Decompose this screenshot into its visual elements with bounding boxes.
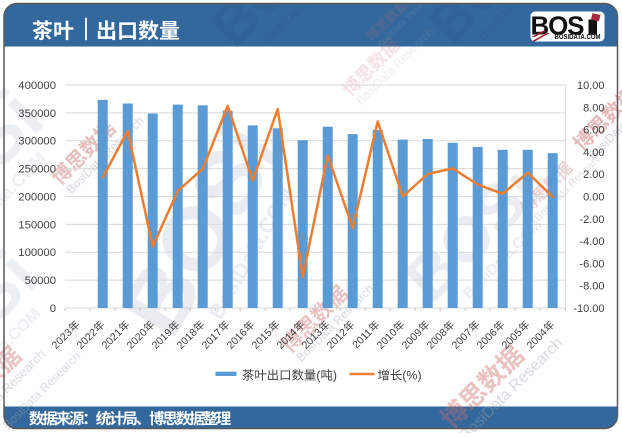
svg-text:0.00: 0.00: [583, 192, 604, 204]
svg-text:-6.00: -6.00: [579, 258, 604, 270]
svg-text:150000: 150000: [18, 219, 56, 231]
svg-text:2.00: 2.00: [583, 169, 604, 181]
svg-text:): ): [333, 369, 337, 383]
svg-text:100000: 100000: [18, 247, 56, 259]
svg-text:-2.00: -2.00: [579, 214, 604, 226]
svg-text:400000: 400000: [18, 80, 56, 92]
svg-text:4.00: 4.00: [583, 147, 604, 159]
svg-text:300000: 300000: [18, 136, 56, 148]
svg-text:0: 0: [50, 303, 56, 315]
svg-text:-4.00: -4.00: [579, 236, 604, 248]
svg-text:200000: 200000: [18, 191, 56, 203]
svg-text:6.00: 6.00: [583, 125, 604, 137]
svg-text:BOSIDATA.COM: BOSIDATA.COM: [555, 32, 601, 41]
svg-text:350000: 350000: [18, 108, 56, 120]
svg-text:(: (: [316, 369, 321, 383]
svg-text:-8.00: -8.00: [579, 281, 604, 293]
svg-text:BOS: BOS: [531, 11, 585, 41]
svg-text:8.00: 8.00: [583, 102, 604, 114]
svg-text:10.00: 10.00: [577, 80, 605, 92]
svg-text:250000: 250000: [18, 164, 56, 176]
svg-text:-10.00: -10.00: [573, 303, 604, 315]
svg-text:(%): (%): [402, 369, 421, 383]
svg-text:50000: 50000: [25, 275, 56, 287]
